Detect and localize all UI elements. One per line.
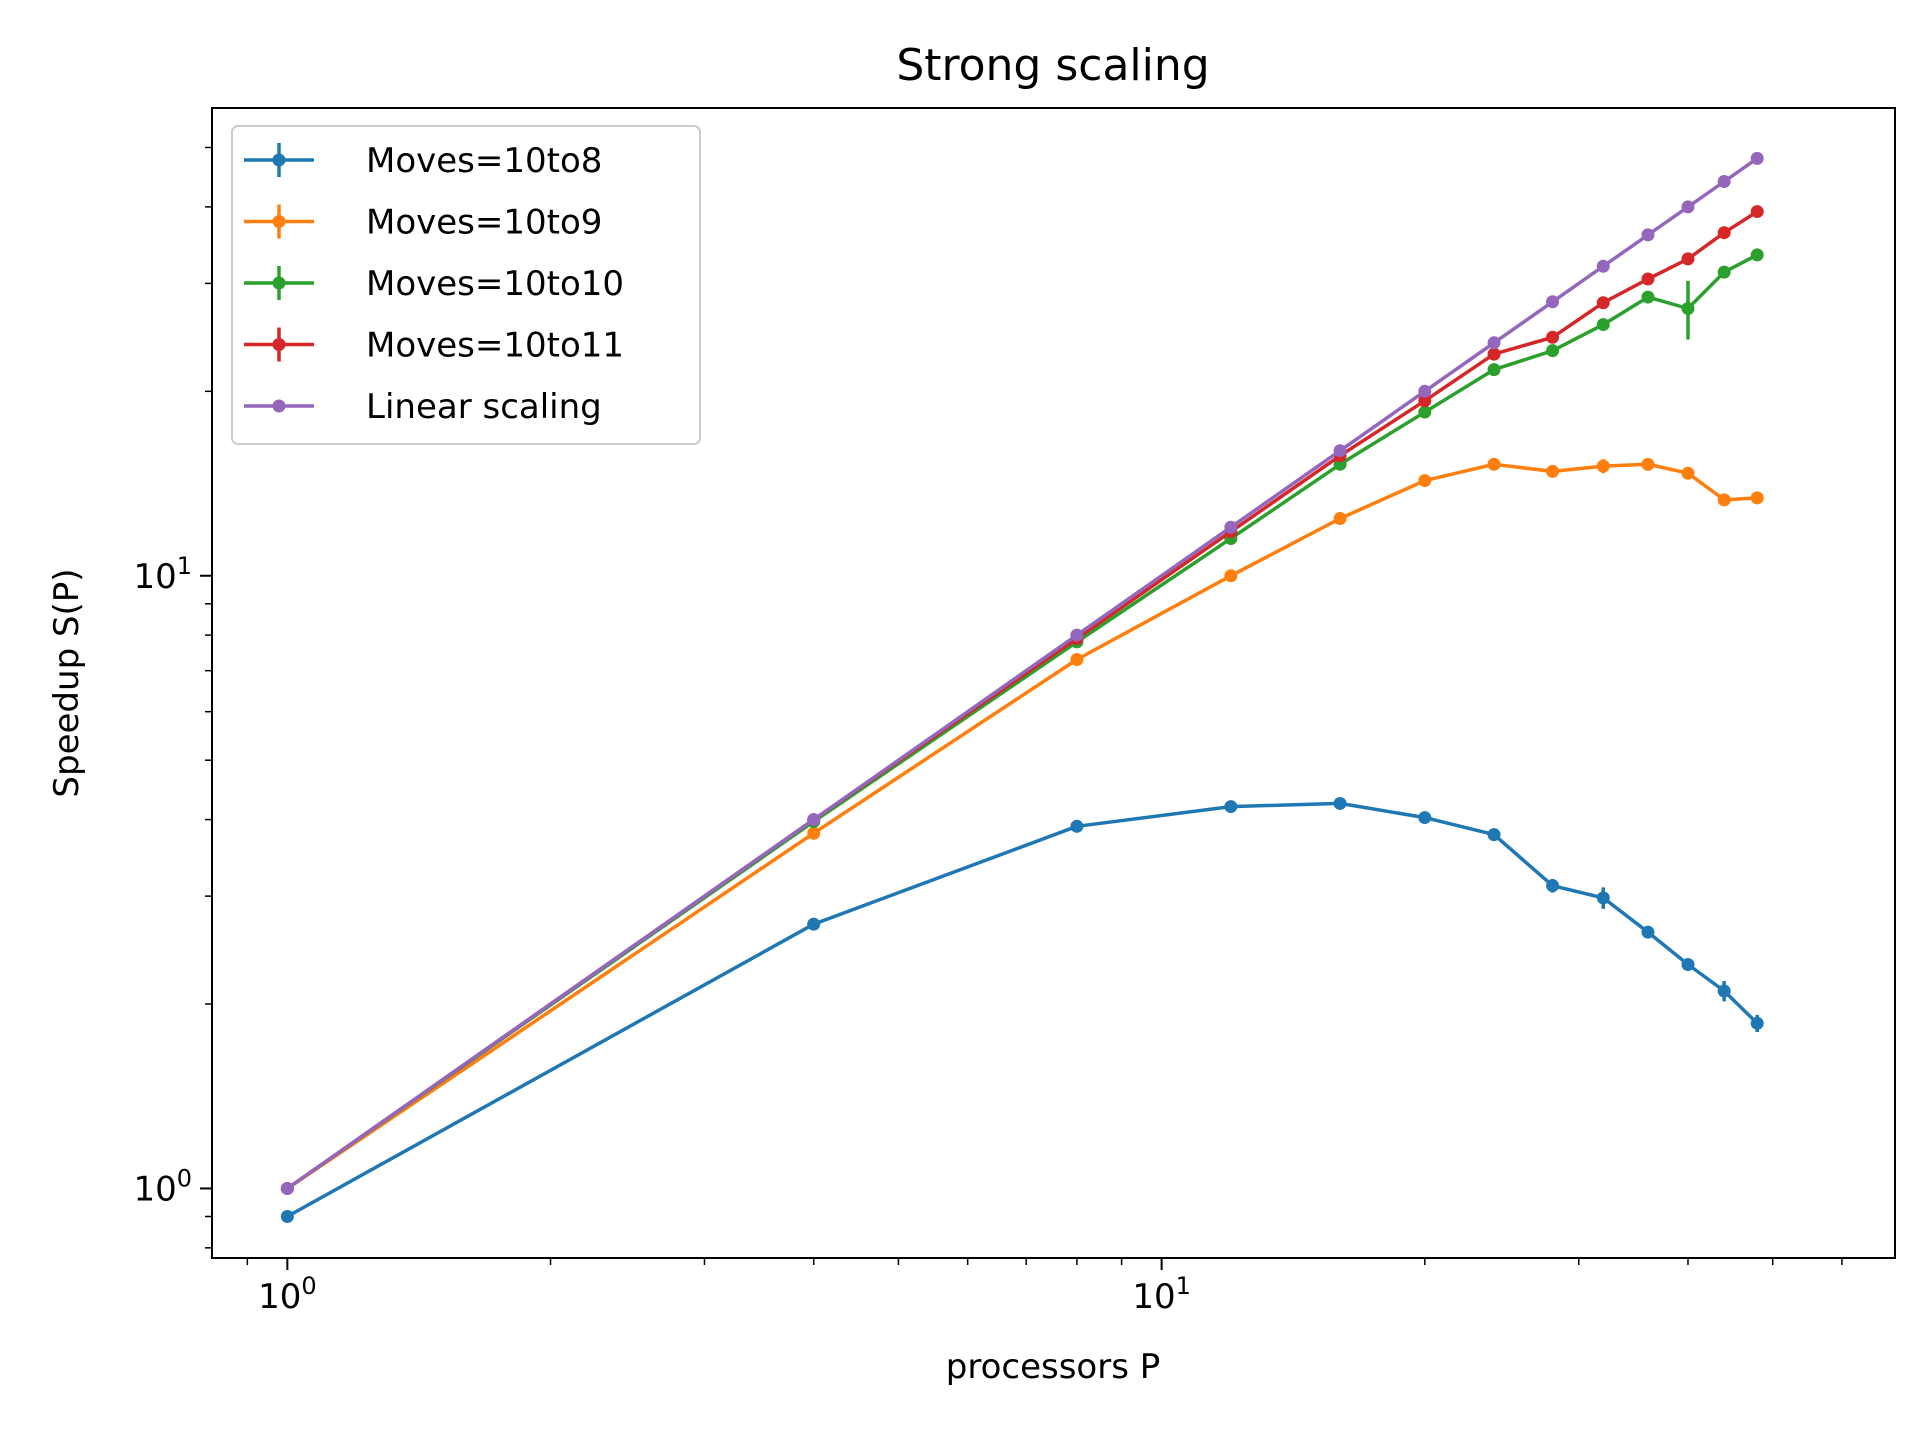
y-axis-label: Speedup S(P) (47, 568, 87, 797)
data-point (1487, 347, 1501, 361)
data-point (807, 826, 821, 840)
x-tick-label: 101 (1132, 1272, 1191, 1317)
data-point (1224, 569, 1238, 583)
data-point (1333, 796, 1347, 810)
data-point (280, 1209, 294, 1223)
data-point (1717, 493, 1731, 507)
data-point (1487, 336, 1501, 350)
legend-label: Moves=10to9 (366, 203, 602, 243)
data-point (1641, 290, 1655, 304)
data-point (1418, 811, 1432, 825)
data-point (1717, 175, 1731, 189)
legend-marker (272, 215, 286, 228)
data-point (1596, 459, 1610, 473)
data-point (1070, 628, 1084, 642)
data-point (1418, 474, 1432, 488)
data-point (1224, 800, 1238, 814)
legend-item: Moves=10to8 (244, 141, 602, 181)
data-point (1070, 652, 1084, 666)
data-point (1487, 828, 1501, 842)
legend-label: Moves=10to8 (366, 141, 602, 181)
data-point (1596, 891, 1610, 905)
data-point (1641, 272, 1655, 286)
data-point (1333, 444, 1347, 458)
data-point (1546, 464, 1560, 478)
data-point (1681, 302, 1695, 316)
data-point (1224, 520, 1238, 534)
x-axis-label: processors P (946, 1347, 1160, 1387)
data-point (1717, 226, 1731, 240)
legend-item: Moves=10to9 (244, 203, 602, 243)
data-point (1596, 296, 1610, 310)
data-point (1750, 248, 1764, 262)
x-axis-ticks: 100 101 (246, 1258, 1843, 1317)
legend-label: Moves=10to11 (366, 326, 624, 366)
data-point (1070, 819, 1084, 833)
data-point (1546, 344, 1560, 358)
data-point (1418, 384, 1432, 398)
legend-label: Linear scaling (366, 387, 602, 427)
series-layer (280, 151, 1764, 1223)
y-axis-ticks: 100 101 (133, 146, 212, 1249)
data-point (1717, 265, 1731, 279)
data-point (1750, 1016, 1764, 1030)
data-point (280, 1181, 294, 1195)
data-point (1546, 879, 1560, 893)
legend-item: Moves=10to10 (244, 264, 624, 304)
data-point (1487, 363, 1501, 377)
data-point (1750, 491, 1764, 505)
legend-box (231, 125, 701, 445)
legend-marker (272, 399, 286, 413)
series-1 (280, 796, 1764, 1223)
legend: Moves=10to8 Moves=10to9 Moves=10to10 Moves=… (231, 125, 701, 445)
chart-title: Strong scaling (896, 40, 1209, 91)
y-tick-label: 100 (133, 1164, 192, 1209)
data-point (807, 917, 821, 931)
x-tick-label: 100 (258, 1272, 317, 1317)
data-point (1487, 457, 1501, 471)
data-point (1750, 151, 1764, 165)
data-point (1681, 466, 1695, 480)
data-point (1717, 984, 1731, 998)
data-point (1641, 925, 1655, 939)
legend-marker (272, 153, 286, 167)
data-point (1596, 318, 1610, 332)
data-point (1641, 457, 1655, 471)
plot-frame (211, 107, 1896, 1259)
data-point (1750, 205, 1764, 219)
legend-marker (272, 276, 286, 290)
y-tick-label: 101 (133, 552, 192, 597)
data-point (1546, 295, 1560, 309)
series-5 (280, 151, 1764, 1195)
data-point (1681, 958, 1695, 972)
data-point (1596, 259, 1610, 273)
data-point (1418, 405, 1432, 419)
data-point (1681, 200, 1695, 214)
data-point (1418, 394, 1432, 408)
legend-item: Moves=10to11 (244, 326, 624, 366)
data-point (1333, 512, 1347, 526)
data-point (1641, 228, 1655, 242)
legend-item: Linear scaling (244, 387, 602, 427)
data-point (1681, 252, 1695, 266)
data-point (1546, 330, 1560, 344)
legend-label: Moves=10to10 (366, 264, 624, 304)
legend-marker (272, 338, 286, 351)
data-point (807, 813, 821, 827)
